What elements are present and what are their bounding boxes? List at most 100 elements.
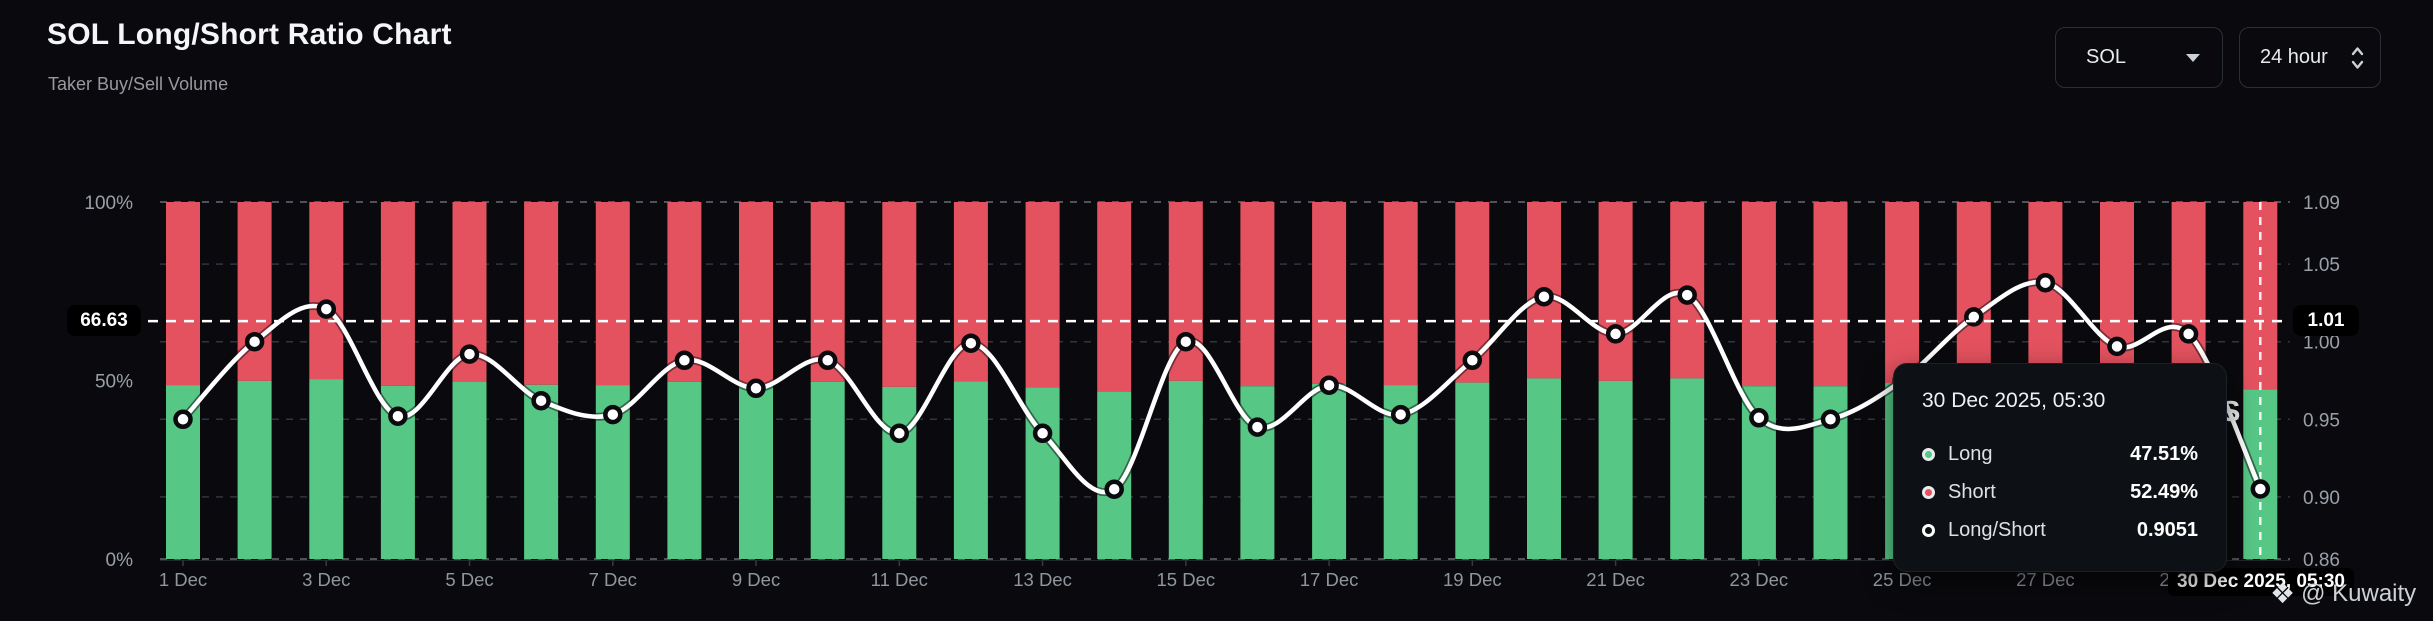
x-axis-label: 25 Dec <box>1873 569 1932 590</box>
long-marker-icon <box>1922 447 1935 461</box>
symbol-select[interactable]: SOL <box>2055 27 2223 88</box>
crosshair-date-badge: 30 Dec 2025, 05:30 <box>2168 568 2354 596</box>
x-axis-label: 7 Dec <box>589 569 637 590</box>
ratio-line-point[interactable] <box>817 350 838 371</box>
chart-tooltip: 30 Dec 2025, 05:30 Long 47.51% Short 52.49%… <box>1893 363 2227 572</box>
ratio-line-point[interactable] <box>173 409 193 430</box>
bar-segment-short[interactable] <box>1240 202 1275 387</box>
bar-segment-long[interactable] <box>882 386 917 559</box>
chevron-updown-icon <box>2349 44 2366 72</box>
ratio-line-point[interactable] <box>1749 408 1769 428</box>
ratio-line-point[interactable] <box>2035 272 2056 293</box>
bar-segment-long[interactable] <box>1168 380 1203 559</box>
ratio-line-point[interactable] <box>2107 336 2127 357</box>
tooltip-title: 30 Dec 2025, 05:30 <box>1922 389 2106 412</box>
ratio-line-point[interactable] <box>2178 324 2199 344</box>
y-axis-left-label: 100% <box>84 193 133 214</box>
y-axis-right-label: 1.09 <box>2303 193 2340 214</box>
ratio-line-point[interactable] <box>1104 479 1124 499</box>
ratio-line-point[interactable] <box>961 333 981 353</box>
ratio-line-point[interactable] <box>1390 404 1411 425</box>
y-axis-right-label: 0.86 <box>2303 550 2340 571</box>
interval-select[interactable]: 24 hour <box>2239 27 2381 88</box>
ratio-line-point[interactable] <box>603 404 623 425</box>
bar-segment-long[interactable] <box>1527 378 1561 559</box>
chevron-down-icon <box>2186 53 2200 62</box>
tooltip-row-label: Long/Short <box>1948 518 2046 541</box>
bar-segment-long[interactable] <box>1670 378 1705 559</box>
bar-segment-short[interactable] <box>380 202 415 386</box>
ratio-line-point[interactable] <box>746 378 766 399</box>
ratio-line-point[interactable] <box>531 390 551 411</box>
bar-segment-short[interactable] <box>739 202 773 383</box>
interval-select-value: 24 hour <box>2260 46 2328 68</box>
x-axis-label: 9 Dec <box>732 569 780 590</box>
ratio-line-point[interactable] <box>1677 285 1697 305</box>
tooltip-row-value: 0.9051 <box>2136 518 2198 541</box>
diamond-logo-icon: ❖ <box>2270 578 2296 609</box>
ratio-line-point[interactable] <box>1462 350 1483 371</box>
ratio-line-point[interactable] <box>1820 409 1841 430</box>
bar-segment-short[interactable] <box>1383 202 1418 386</box>
bar-segment-short[interactable] <box>595 202 630 386</box>
ratio-line-point[interactable] <box>1247 417 1268 437</box>
x-axis-label: 1 Dec <box>159 569 207 590</box>
bar-segment-short[interactable] <box>1025 202 1060 388</box>
watermark-text: @ Kuwaity <box>2301 580 2417 607</box>
bar-segment-short[interactable] <box>882 202 917 387</box>
x-axis-label: 19 Dec <box>1443 569 1502 590</box>
crosshair-left-value-badge: 66.63 <box>67 305 141 336</box>
y-axis-right-label: 0.90 <box>2303 488 2340 509</box>
tooltip-rows: Long 47.51% Short 52.49% Long/Short 0.9051 <box>1922 435 2198 549</box>
symbol-select-value: SOL <box>2086 46 2127 68</box>
bar-segment-short[interactable] <box>309 202 344 380</box>
bar-segment-long[interactable] <box>810 381 845 559</box>
ratio-line-point[interactable] <box>1032 423 1053 444</box>
ratio-line-point[interactable] <box>1176 331 1196 352</box>
page-title: SOL Long/Short Ratio Chart <box>47 18 452 51</box>
y-axis-left-label: 0% <box>106 550 134 571</box>
ratio-line-point[interactable] <box>2250 479 2271 499</box>
bar-segment-short[interactable] <box>166 202 200 386</box>
tooltip-row-value: 47.51% <box>2130 442 2198 465</box>
bar-segment-long[interactable] <box>667 381 702 559</box>
ratio-line-point[interactable] <box>889 423 910 444</box>
y-axis-right-label: 1.00 <box>2303 333 2340 354</box>
bar-segment-short[interactable] <box>1741 202 1776 387</box>
x-axis-label: 5 Dec <box>445 569 493 590</box>
x-axis-label: 23 Dec <box>1730 569 1789 590</box>
ratio-line-point[interactable] <box>459 344 480 364</box>
bar-segment-short[interactable] <box>1598 202 1633 381</box>
bar-segment-long[interactable] <box>953 381 988 559</box>
bar-segment-long[interactable] <box>1312 383 1347 559</box>
y-axis-left-label: 50% <box>95 372 133 393</box>
bar-segment-long[interactable] <box>524 384 559 559</box>
bar-segment-long[interactable] <box>452 381 487 559</box>
bar-segment-long[interactable] <box>739 383 773 559</box>
bar-segment-short[interactable] <box>1956 202 1991 380</box>
bar-segment-short[interactable] <box>1813 202 1848 387</box>
crosshair-right-value-badge: 1.01 <box>2293 305 2359 336</box>
watermark: ❖ @ Kuwaity <box>2270 580 2416 608</box>
ratio-line-point[interactable] <box>388 406 408 426</box>
tooltip-row-label: Long <box>1948 442 1993 465</box>
ratio-line-point[interactable] <box>1605 324 1626 344</box>
bar-segment-short[interactable] <box>1312 202 1347 384</box>
ratio-line-point[interactable] <box>674 350 695 371</box>
bar-segment-short[interactable] <box>524 202 559 385</box>
x-axis-label: 13 Dec <box>1013 569 1072 590</box>
ratio-line-point[interactable] <box>316 299 337 319</box>
ratio-line-point[interactable] <box>244 331 265 352</box>
bar-segment-long[interactable] <box>1598 380 1633 559</box>
x-axis-label: 3 Dec <box>302 569 350 590</box>
bar-segment-long[interactable] <box>309 379 344 559</box>
ratio-line-point[interactable] <box>1534 286 1554 307</box>
ratio-line-point[interactable] <box>1319 375 1339 395</box>
bar-segment-short[interactable] <box>1885 202 1920 383</box>
y-axis-right-label: 0.95 <box>2303 410 2340 431</box>
bar-segment-long[interactable] <box>237 380 272 559</box>
bar-segment-long[interactable] <box>1455 382 1490 559</box>
bar-segment-short[interactable] <box>1097 202 1132 392</box>
x-axis-label: 17 Dec <box>1300 569 1359 590</box>
